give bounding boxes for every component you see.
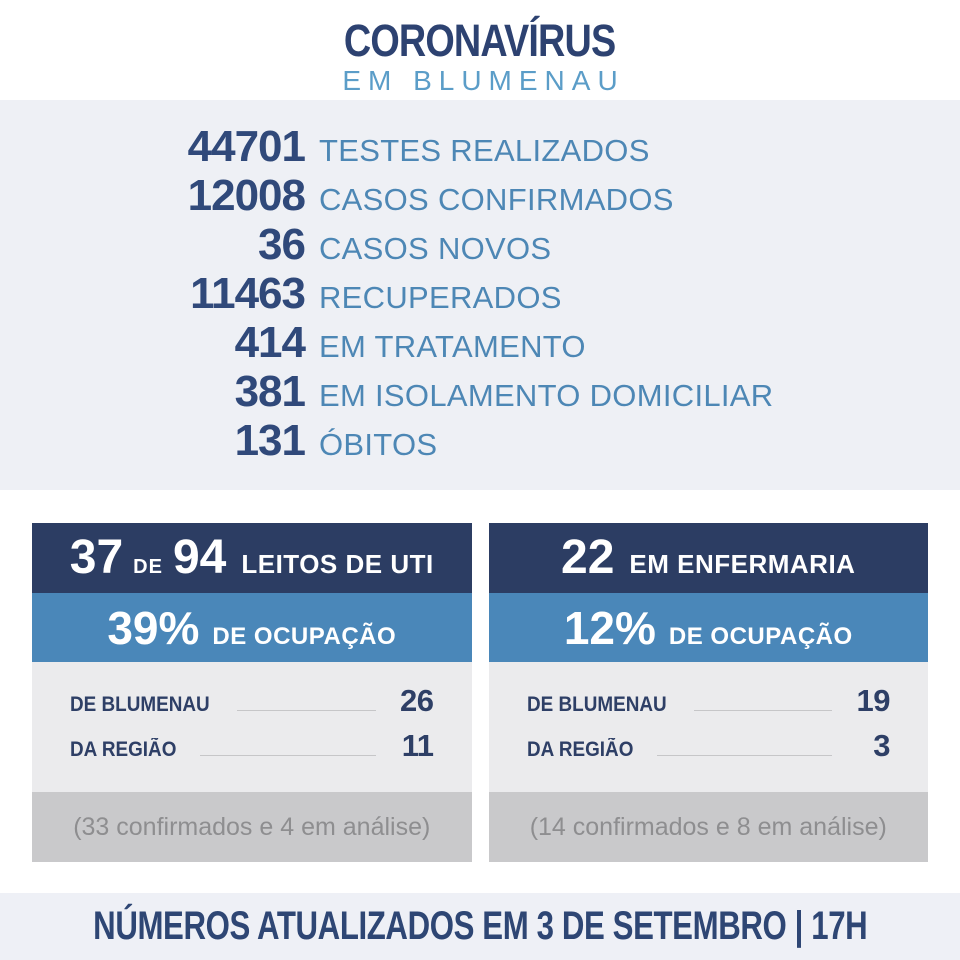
uti-total-value: 94 — [172, 531, 227, 584]
stat-row-obitos: 131 ÓBITOS — [0, 416, 960, 465]
stat-row-novos: 36 CASOS NOVOS — [0, 220, 960, 269]
stat-label: RECUPERADOS — [319, 280, 562, 315]
enfermaria-header-label: EM ENFERMARIA — [629, 549, 856, 579]
enfermaria-note-text: (14 confirmados e 8 em análise) — [529, 812, 887, 841]
stat-value: 131 — [234, 416, 306, 465]
cards-row: 37 DE 94 LEITOS DE UTI 39% DE OCUPAÇÃO D… — [32, 523, 928, 862]
row-divider-line — [656, 755, 832, 756]
footer-update-text: NÚMEROS ATUALIZADOS EM 3 DE SETEMBRO | 1… — [92, 904, 868, 948]
page-subtitle: EM BLUMENAU — [342, 65, 625, 96]
uti-occupied-value: 37 — [69, 531, 124, 584]
stat-label: EM ISOLAMENTO DOMICILIAR — [319, 378, 774, 413]
uti-connector: DE — [133, 556, 163, 578]
row-value: 3 — [873, 728, 890, 763]
stat-row-recuperados: 11463 RECUPERADOS — [0, 269, 960, 318]
uti-occupancy-label: DE OCUPAÇÃO — [212, 622, 397, 650]
card-uti-occupancy: 39% DE OCUPAÇÃO — [32, 593, 472, 662]
enfermaria-occupancy-label: DE OCUPAÇÃO — [668, 622, 853, 650]
card-enfermaria-body: DE BLUMENAU 19 DA REGIÃO 3 — [488, 662, 928, 792]
stat-label: EM TRATAMENTO — [319, 329, 586, 364]
row-label: DE BLUMENAU — [526, 693, 667, 716]
card-uti: 37 DE 94 LEITOS DE UTI 39% DE OCUPAÇÃO D… — [32, 523, 472, 862]
stat-value: 11463 — [190, 269, 306, 318]
row-divider-line — [237, 710, 376, 711]
row-divider-line — [200, 755, 376, 756]
row-label: DE BLUMENAU — [70, 693, 210, 716]
stat-value: 36 — [258, 220, 306, 269]
row-value: 26 — [400, 683, 434, 718]
stat-label: CASOS NOVOS — [319, 231, 552, 266]
footer-bar: NÚMEROS ATUALIZADOS EM 3 DE SETEMBRO | 1… — [0, 893, 960, 960]
enfermaria-row-regiao: DA REGIÃO 3 — [527, 728, 891, 773]
enfermaria-value: 22 — [561, 531, 615, 584]
stat-row-confirmados: 12008 CASOS CONFIRMADOS — [0, 171, 960, 220]
row-divider-line — [693, 710, 832, 711]
row-value: 19 — [856, 683, 891, 718]
uti-row-blumenau: DE BLUMENAU 26 — [70, 683, 434, 728]
enfermaria-occupancy-value: 12% — [563, 601, 656, 654]
stat-value: 44701 — [187, 122, 306, 171]
card-enfermaria: 22 EM ENFERMARIA 12% DE OCUPAÇÃO DE BLUM… — [488, 523, 928, 862]
card-enfermaria-occupancy-inner: 12% DE OCUPAÇÃO — [564, 605, 853, 651]
card-uti-header-inner: 37 DE 94 LEITOS DE UTI — [70, 534, 434, 582]
uti-note-text: (33 confirmados e 4 em análise) — [73, 812, 431, 841]
page-title: CORONAVÍRUS — [344, 15, 616, 66]
card-enfermaria-header: 22 EM ENFERMARIA — [488, 523, 928, 593]
stat-value: 414 — [234, 318, 306, 367]
stat-row-tratamento: 414 EM TRATAMENTO — [0, 318, 960, 367]
uti-header-label: LEITOS DE UTI — [241, 549, 434, 579]
row-label: DA REGIÃO — [526, 738, 633, 761]
stat-label: ÓBITOS — [319, 427, 438, 462]
uti-row-regiao: DA REGIÃO 11 — [70, 728, 434, 773]
row-label: DA REGIÃO — [70, 738, 177, 761]
uti-occupancy-value: 39% — [107, 601, 200, 654]
card-enfermaria-header-inner: 22 EM ENFERMARIA — [561, 534, 855, 582]
card-uti-body: DE BLUMENAU 26 DA REGIÃO 11 — [32, 662, 472, 792]
stat-label: CASOS CONFIRMADOS — [319, 182, 674, 217]
card-uti-note: (33 confirmados e 4 em análise) — [32, 792, 472, 862]
card-uti-header: 37 DE 94 LEITOS DE UTI — [32, 523, 472, 593]
stat-row-testes: 44701 TESTES REALIZADOS — [0, 122, 960, 171]
stat-value: 381 — [234, 367, 306, 416]
stat-label: TESTES REALIZADOS — [319, 133, 650, 168]
stats-panel: 44701 TESTES REALIZADOS 12008 CASOS CONF… — [0, 100, 960, 490]
stat-row-isolamento: 381 EM ISOLAMENTO DOMICILIAR — [0, 367, 960, 416]
card-uti-occupancy-inner: 39% DE OCUPAÇÃO — [107, 605, 396, 651]
title-block: CORONAVÍRUS EM BLUMENAU — [0, 18, 960, 97]
card-enfermaria-note: (14 confirmados e 8 em análise) — [488, 792, 928, 862]
row-value: 11 — [401, 728, 434, 763]
card-enfermaria-occupancy: 12% DE OCUPAÇÃO — [488, 593, 928, 662]
enfermaria-row-blumenau: DE BLUMENAU 19 — [527, 683, 891, 728]
stat-value: 12008 — [187, 171, 306, 220]
